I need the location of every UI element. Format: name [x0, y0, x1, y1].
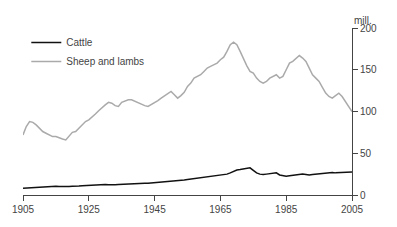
svg-text:2005: 2005 — [341, 204, 364, 215]
svg-text:50: 50 — [360, 148, 372, 159]
svg-text:Cattle: Cattle — [66, 37, 93, 48]
svg-text:100: 100 — [360, 106, 377, 117]
svg-text:1965: 1965 — [209, 204, 232, 215]
svg-text:1945: 1945 — [143, 204, 166, 215]
svg-text:150: 150 — [360, 64, 377, 75]
svg-text:mill.: mill. — [354, 15, 372, 26]
svg-text:1925: 1925 — [78, 204, 101, 215]
svg-text:200: 200 — [360, 23, 377, 34]
svg-text:Sheep and lambs: Sheep and lambs — [66, 56, 144, 67]
svg-text:0: 0 — [360, 190, 366, 201]
svg-text:1905: 1905 — [12, 204, 35, 215]
svg-text:1985: 1985 — [275, 204, 298, 215]
